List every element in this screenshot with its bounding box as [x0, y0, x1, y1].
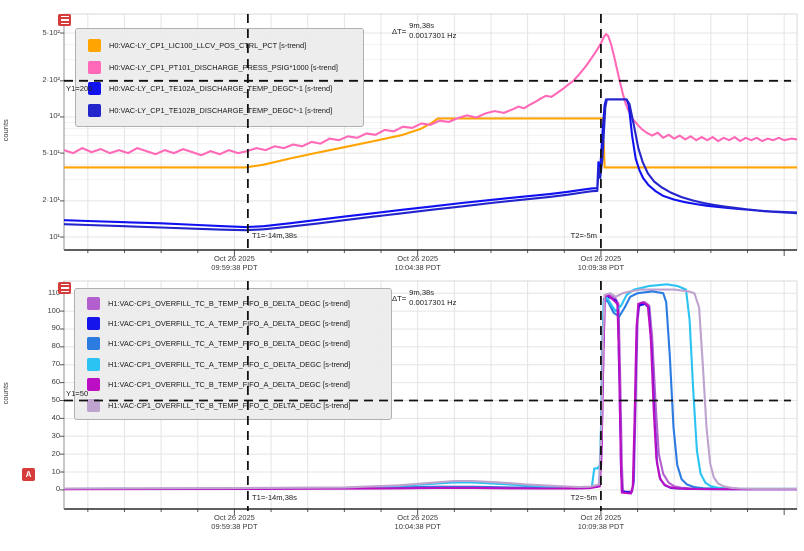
legend-label: H0:VAC-LY_CP1_TE102B_DISCHARGE_TEMP_DEGC…: [109, 105, 333, 115]
legend-item[interactable]: H1:VAC-CP1_OVERFILL_TC_B_TEMP_FIFO_A_DEL…: [75, 375, 391, 395]
y-tick-label: 110: [48, 287, 60, 297]
legend-label: H1:VAC-CP1_OVERFILL_TC_B_TEMP_FIFO_C_DEL…: [108, 400, 351, 410]
legend-label: H0:VAC-LY_CP1_PT101_DISCHARGE_PRESS_PSIG…: [109, 62, 338, 72]
y-tick-label: 5·10²: [42, 27, 60, 37]
y-tick-label: 30: [51, 430, 60, 440]
legend-label: H1:VAC-CP1_OVERFILL_TC_B_TEMP_FIFO_B_DEL…: [108, 298, 350, 308]
legend-swatch: [87, 337, 100, 351]
y-tick-label: 80: [51, 341, 60, 351]
legend-item[interactable]: H0:VAC-LY_CP1_PT101_DISCHARGE_PRESS_PSIG…: [76, 57, 363, 79]
legend-item[interactable]: H1:VAC-CP1_OVERFILL_TC_A_TEMP_FIFO_B_DEL…: [75, 334, 391, 354]
legend-item[interactable]: H1:VAC-CP1_OVERFILL_TC_A_TEMP_FIFO_C_DEL…: [75, 354, 391, 374]
x-tick-label: Oct 26 2025 10:09:38 PDT: [577, 513, 625, 531]
y-tick-label: 70: [51, 359, 60, 369]
legend-swatch: [88, 82, 101, 96]
y-tick-label: 90: [51, 323, 60, 333]
y-tick-label: 2·10²: [42, 75, 60, 85]
legend-top-plot[interactable]: H0:VAC-LY_CP1_LIC100_LLCV_POS_CTRL_PCT […: [75, 28, 364, 127]
delta-t-duration: 9m,38s: [409, 288, 435, 297]
legend-swatch: [87, 317, 100, 331]
legend-item[interactable]: H1:VAC-CP1_OVERFILL_TC_A_TEMP_FIFO_A_DEL…: [75, 313, 391, 333]
legend-item[interactable]: H1:VAC-CP1_OVERFILL_TC_B_TEMP_FIFO_C_DEL…: [75, 395, 391, 415]
legend-swatch: [88, 60, 101, 74]
y-tick-label: 10: [51, 466, 60, 476]
delta-t-annotation-bottom: ΔT= 9m,38s 0.0017301 Hz: [392, 288, 456, 308]
legend-swatch: [87, 398, 100, 412]
y1-cursor-label-top: Y1=200: [66, 84, 93, 93]
trace: [64, 283, 797, 490]
legend-swatch: [88, 103, 101, 117]
delta-t-duration: 9m,38s: [409, 21, 435, 30]
x-tick-label: Oct 26 2025 09:59:38 PDT: [211, 254, 258, 272]
legend-label: H0:VAC-LY_CP1_LIC100_LLCV_POS_CTRL_PCT […: [109, 41, 307, 51]
t1-cursor-label-top: T1=-14m,38s: [252, 231, 297, 240]
plot-menu-icon[interactable]: [58, 282, 71, 294]
y-axis-title: counts: [0, 119, 10, 142]
x-tick-label: Oct 26 2025 09:59:38 PDT: [211, 513, 258, 531]
y-tick-label: 60: [51, 377, 60, 387]
delta-t-frequency: 0.0017301 Hz: [409, 298, 457, 307]
t1-cursor-label-bottom: T1=-14m,38s: [252, 493, 297, 502]
y-tick-label: 20: [51, 448, 60, 458]
legend-item[interactable]: H0:VAC-LY_CP1_TE102B_DISCHARGE_TEMP_DEGC…: [76, 100, 363, 122]
y-tick-label: 0: [55, 484, 60, 494]
legend-item[interactable]: H0:VAC-LY_CP1_TE102A_DISCHARGE_TEMP_DEGC…: [76, 78, 363, 100]
legend-swatch: [87, 357, 100, 371]
trace: [64, 288, 797, 490]
y-tick-label: 10²: [49, 111, 60, 121]
trace: [64, 293, 797, 495]
y-tick-label: 50: [51, 395, 60, 404]
delta-t-prefix: ΔT=: [392, 293, 407, 303]
y1-cursor-label-bottom: Y1=50: [66, 389, 89, 398]
plot-menu-icon[interactable]: [58, 14, 71, 26]
trace: [64, 33, 797, 157]
trace: [64, 117, 797, 169]
y-tick-label: 5·10¹: [42, 147, 60, 157]
y-tick-label: 2·10¹: [42, 195, 60, 205]
legend-swatch: [88, 39, 101, 53]
t2-cursor-label-bottom: T2=-5m: [570, 493, 597, 502]
x-tick-label: Oct 26 2025 10:04:38 PDT: [394, 254, 441, 272]
x-tick-label: Oct 26 2025 10:09:38 PDT: [577, 254, 625, 272]
auto-range-button[interactable]: A: [22, 468, 35, 481]
y-tick-label: 10¹: [49, 231, 60, 241]
x-tick-label: Oct 26 2025 10:04:38 PDT: [394, 513, 441, 531]
legend-label: H1:VAC-CP1_OVERFILL_TC_A_TEMP_FIFO_C_DEL…: [108, 359, 351, 369]
y-tick-label: 40: [51, 412, 60, 422]
legend-label: H0:VAC-LY_CP1_TE102A_DISCHARGE_TEMP_DEGC…: [109, 84, 333, 94]
delta-t-annotation-top: ΔT= 9m,38s 0.0017301 Hz: [392, 21, 456, 41]
y-tick-label: 100: [47, 305, 60, 315]
y-axis-title: counts: [0, 382, 10, 405]
delta-t-prefix: ΔT=: [392, 26, 407, 36]
legend-label: H1:VAC-CP1_OVERFILL_TC_A_TEMP_FIFO_B_DEL…: [108, 339, 350, 349]
delta-t-frequency: 0.0017301 Hz: [409, 31, 457, 40]
legend-label: H1:VAC-CP1_OVERFILL_TC_B_TEMP_FIFO_A_DEL…: [108, 380, 350, 390]
legend-bottom-plot[interactable]: H1:VAC-CP1_OVERFILL_TC_B_TEMP_FIFO_B_DEL…: [74, 288, 392, 421]
legend-label: H1:VAC-CP1_OVERFILL_TC_A_TEMP_FIFO_A_DEL…: [108, 319, 350, 329]
legend-swatch: [87, 378, 100, 392]
legend-swatch: [87, 296, 100, 310]
legend-item[interactable]: H0:VAC-LY_CP1_LIC100_LLCV_POS_CTRL_PCT […: [76, 35, 363, 57]
legend-item[interactable]: H1:VAC-CP1_OVERFILL_TC_B_TEMP_FIFO_B_DEL…: [75, 293, 391, 313]
t2-cursor-label-top: T2=-5m: [570, 231, 597, 240]
